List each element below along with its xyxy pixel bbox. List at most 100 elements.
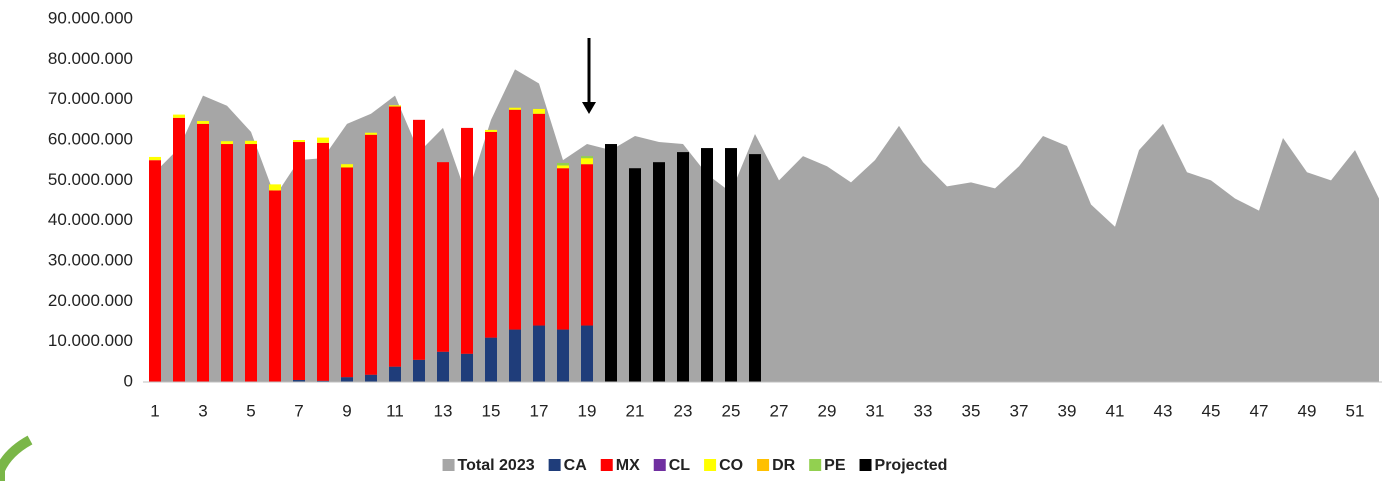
bar-segment: [677, 152, 689, 382]
x-tick-label: 31: [866, 401, 885, 420]
bar-segment: [485, 337, 497, 382]
x-tick-label: 13: [434, 401, 453, 420]
x-tick-label: 7: [294, 401, 303, 420]
y-tick-label: 10.000.000: [48, 331, 133, 350]
bar-segment: [725, 148, 737, 382]
arrow-head: [582, 102, 596, 114]
x-tick-label: 39: [1058, 401, 1077, 420]
y-tick-label: 40.000.000: [48, 210, 133, 229]
legend-swatch: [653, 459, 666, 471]
x-tick-label: 49: [1298, 401, 1317, 420]
y-tick-label: 0: [124, 371, 133, 390]
legend-swatch: [442, 459, 455, 471]
x-tick-label: 33: [914, 401, 933, 420]
bar-segment: [461, 353, 473, 382]
bar-segment: [581, 164, 593, 326]
legend-label: DR: [772, 457, 796, 474]
y-tick-label: 50.000.000: [48, 170, 133, 189]
x-tick-label: 23: [674, 401, 693, 420]
bar-segment: [341, 377, 353, 382]
y-tick-label: 30.000.000: [48, 250, 133, 269]
bar-segment: [557, 329, 569, 382]
bar-segment: [653, 162, 665, 382]
bar-segment: [365, 132, 377, 135]
bar-segment: [581, 325, 593, 382]
x-tick-label: 27: [770, 401, 789, 420]
y-tick-label: 80.000.000: [48, 49, 133, 68]
plot-area: 0 10.000.000 20.000.000 30.000.000 40.000.00…: [48, 8, 1382, 420]
bar-segment: [461, 127, 473, 354]
x-tick-label: 5: [246, 401, 255, 420]
x-tick-label: 51: [1346, 401, 1365, 420]
legend-label: MX: [616, 457, 640, 474]
x-tick-label: 17: [530, 401, 549, 420]
legend-swatch: [704, 459, 717, 471]
bar-segment: [557, 162, 569, 166]
x-tick-label: 29: [818, 401, 837, 420]
legend-label: PE: [824, 457, 846, 474]
legend-label: Projected: [875, 457, 948, 474]
bar-segment: [557, 165, 569, 169]
bar-segment: [293, 140, 305, 143]
bar-segment: [341, 164, 353, 168]
bar-segment: [173, 114, 185, 118]
y-tick-label: 90.000.000: [48, 8, 133, 27]
bar-segment: [245, 140, 257, 145]
bar-segment: [269, 190, 281, 382]
bar-segment: [437, 351, 449, 382]
bar-segment: [533, 325, 545, 382]
y-tick-label: 70.000.000: [48, 89, 133, 108]
bar-segment: [269, 184, 281, 191]
bar-segment: [605, 144, 617, 382]
bar-segment: [197, 121, 209, 124]
bar-segment: [533, 113, 545, 326]
bar-segment: [485, 131, 497, 338]
x-tick-label: 35: [962, 401, 981, 420]
legend-swatch: [548, 459, 561, 471]
legend-swatch: [757, 459, 770, 471]
bar-segment: [221, 141, 233, 145]
bar-segment: [581, 156, 593, 159]
x-tick-label: 43: [1154, 401, 1173, 420]
x-tick-label: 45: [1202, 401, 1221, 420]
bar-segment: [365, 134, 377, 375]
area: [155, 69, 1379, 383]
bar-segment: [149, 156, 161, 161]
bar-segment: [365, 374, 377, 382]
bar-segment: [341, 167, 353, 378]
bar-segment: [245, 144, 257, 382]
x-tick-label: 47: [1250, 401, 1269, 420]
x-tick-label: 3: [198, 401, 207, 420]
bar-segment: [389, 366, 401, 382]
bar-segment: [197, 123, 209, 382]
bar-segment: [317, 137, 329, 143]
legend-swatch: [859, 459, 872, 471]
x-tick-label: 11: [386, 401, 404, 420]
legend-swatch: [600, 459, 613, 471]
legend-label: Total 2023: [458, 457, 535, 474]
bar-segment: [701, 148, 713, 382]
x-tick-label: 1: [150, 401, 159, 420]
x-tick-label: 19: [578, 401, 597, 420]
bar-segment: [149, 160, 161, 382]
legend-swatch: [809, 459, 822, 471]
bar-segment: [413, 359, 425, 382]
corner-decoration: [0, 435, 33, 481]
bar-segment: [437, 162, 449, 352]
bar-segment: [509, 109, 521, 330]
bar-segment: [509, 107, 521, 110]
x-tick-label: 21: [626, 401, 645, 420]
bar-segment: [317, 142, 329, 381]
bar-segment: [485, 129, 497, 132]
bar-segment: [389, 106, 401, 367]
bar-segment: [509, 329, 521, 382]
legend-label: CO: [719, 457, 743, 474]
bar-segment: [173, 117, 185, 383]
x-tick-label: 25: [722, 401, 741, 420]
bar-segment: [557, 168, 569, 330]
bar-segment: [221, 144, 233, 382]
x-tick-label: 41: [1106, 401, 1125, 420]
bar-segment: [293, 142, 305, 380]
bar-segment: [533, 108, 545, 114]
